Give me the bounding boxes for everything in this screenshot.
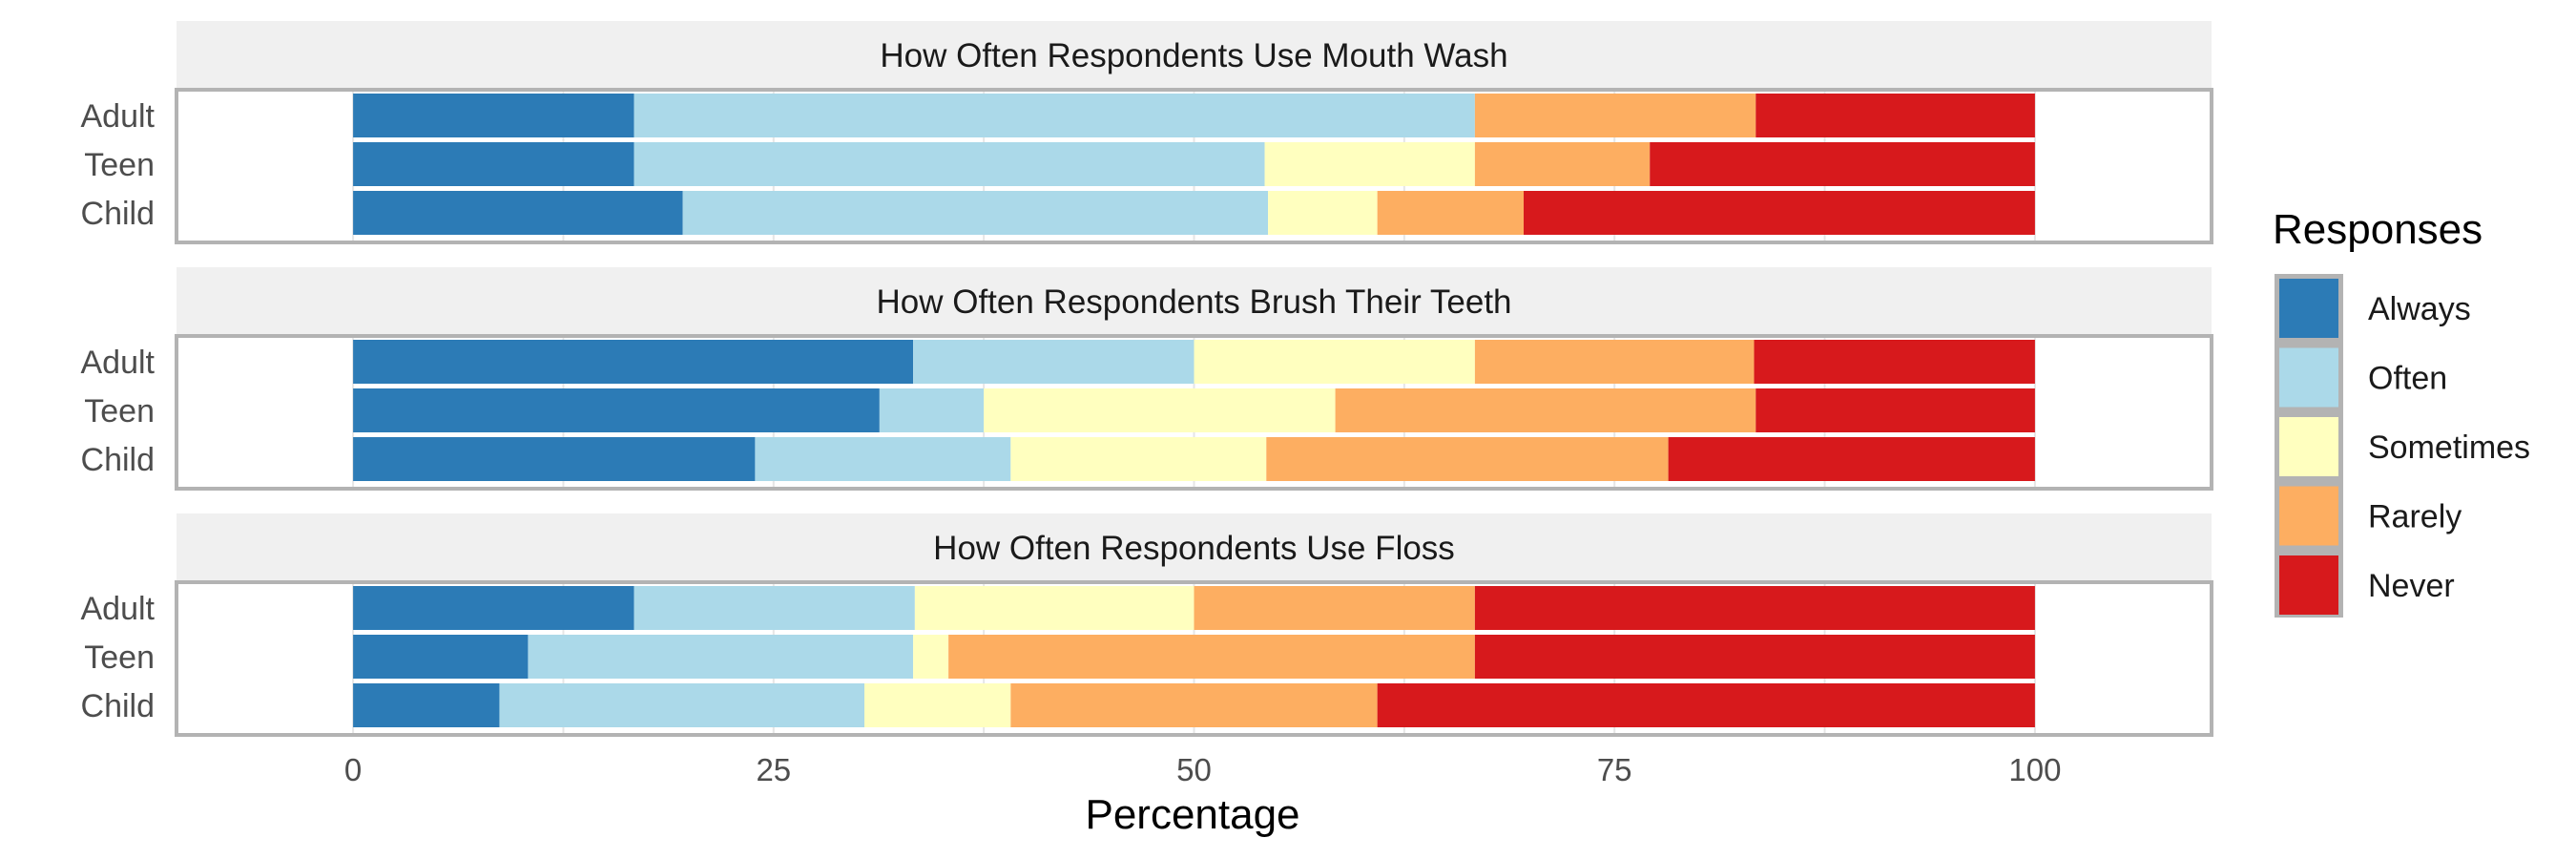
bar-teen-never (1474, 635, 2035, 679)
panel-border (175, 580, 2213, 737)
facet-title: How Often Respondents Brush Their Teeth (876, 283, 1511, 321)
bar-child-always (353, 437, 756, 481)
facet-0: How Often Respondents Use Mouth Wash Adul… (81, 21, 2213, 244)
bar-child-often (499, 683, 864, 727)
facet-strip (177, 513, 2212, 582)
legend-swatch-rarely (2279, 486, 2338, 546)
bar-teen-rarely (948, 635, 1475, 679)
bar-teen-sometimes (1264, 142, 1475, 186)
facet-title: How Often Respondents Use Floss (933, 530, 1455, 567)
bar-adult-never (1755, 94, 2035, 137)
bar-child-sometimes (1010, 437, 1267, 481)
bar-adult-always (353, 94, 634, 137)
y-tick-label: Teen (84, 147, 155, 183)
legend-title: Responses (2273, 206, 2483, 253)
x-tick-label: 0 (344, 752, 362, 787)
x-tick-label: 75 (1597, 752, 1632, 787)
bar-teen-rarely (1335, 388, 1756, 432)
bar-adult-often (634, 94, 1475, 137)
facet-1: How Often Respondents Brush Their Teeth A… (81, 267, 2213, 491)
bar-teen-never (1650, 142, 2035, 186)
x-tick-label: 25 (756, 752, 791, 787)
bar-child-sometimes (863, 683, 1011, 727)
bar-adult-often (634, 586, 915, 630)
y-tick-label: Child (81, 688, 155, 724)
legend: Responses Always Often Sometimes Rarely Never (2273, 206, 2530, 618)
bar-teen-rarely (1474, 142, 1651, 186)
bar-child-often (682, 191, 1269, 235)
legend-swatch-never (2279, 555, 2338, 615)
bar-adult-rarely (1474, 94, 1756, 137)
bar-adult-sometimes (914, 586, 1195, 630)
facet-panels: How Often Respondents Use Mouth Wash Adul… (81, 21, 2213, 737)
legend-swatch-often (2279, 347, 2338, 408)
bar-adult-often (913, 340, 1195, 384)
y-tick-label: Teen (84, 393, 155, 430)
bar-child-often (755, 437, 1011, 481)
bar-adult-always (353, 586, 634, 630)
bar-adult-sometimes (1194, 340, 1475, 384)
bar-child-never (1668, 437, 2035, 481)
bar-child-rarely (1377, 191, 1525, 235)
bar-adult-rarely (1474, 340, 1755, 384)
bar-teen-often (528, 635, 914, 679)
legend-label-never: Never (2368, 568, 2455, 604)
legend-label-rarely: Rarely (2368, 499, 2462, 535)
bar-child-sometimes (1268, 191, 1378, 235)
bar-teen-always (353, 388, 880, 432)
panel-border (175, 88, 2213, 244)
y-tick-label: Child (81, 196, 155, 232)
bar-child-never (1524, 191, 2035, 235)
y-tick-label: Adult (81, 345, 156, 381)
legend-swatch-sometimes (2279, 417, 2338, 476)
bar-child-rarely (1266, 437, 1669, 481)
bar-child-always (353, 191, 683, 235)
bar-teen-always (353, 142, 634, 186)
legend-swatch-always (2279, 279, 2338, 338)
bar-teen-sometimes (913, 635, 949, 679)
facet-2: How Often Respondents Use Floss Adult Teen… (81, 513, 2213, 737)
bar-adult-never (1474, 586, 2035, 630)
bar-adult-always (353, 340, 914, 384)
panel-border (175, 334, 2213, 491)
bar-teen-always (353, 635, 529, 679)
bar-teen-sometimes (984, 388, 1336, 432)
x-tick-label: 50 (1176, 752, 1212, 787)
y-tick-label: Teen (84, 639, 155, 676)
bar-teen-never (1755, 388, 2035, 432)
bar-child-never (1377, 683, 2035, 727)
bar-teen-often (879, 388, 985, 432)
y-tick-label: Adult (81, 591, 156, 627)
legend-label-sometimes: Sometimes (2368, 430, 2530, 466)
bar-child-rarely (1010, 683, 1378, 727)
bar-adult-never (1754, 340, 2035, 384)
bar-teen-often (634, 142, 1265, 186)
legend-label-always: Always (2368, 291, 2471, 327)
bar-child-always (353, 683, 500, 727)
y-tick-label: Adult (81, 98, 156, 135)
facet-title: How Often Respondents Use Mouth Wash (880, 37, 1507, 74)
y-tick-label: Child (81, 442, 155, 478)
x-tick-label: 100 (2008, 752, 2061, 787)
bar-adult-rarely (1194, 586, 1475, 630)
facet-strip (177, 267, 2212, 336)
legend-label-often: Often (2368, 361, 2447, 397)
x-axis-label: Percentage (1085, 791, 1299, 838)
x-axis: 0 25 50 75 100 (344, 752, 2062, 787)
facet-strip (177, 21, 2212, 90)
